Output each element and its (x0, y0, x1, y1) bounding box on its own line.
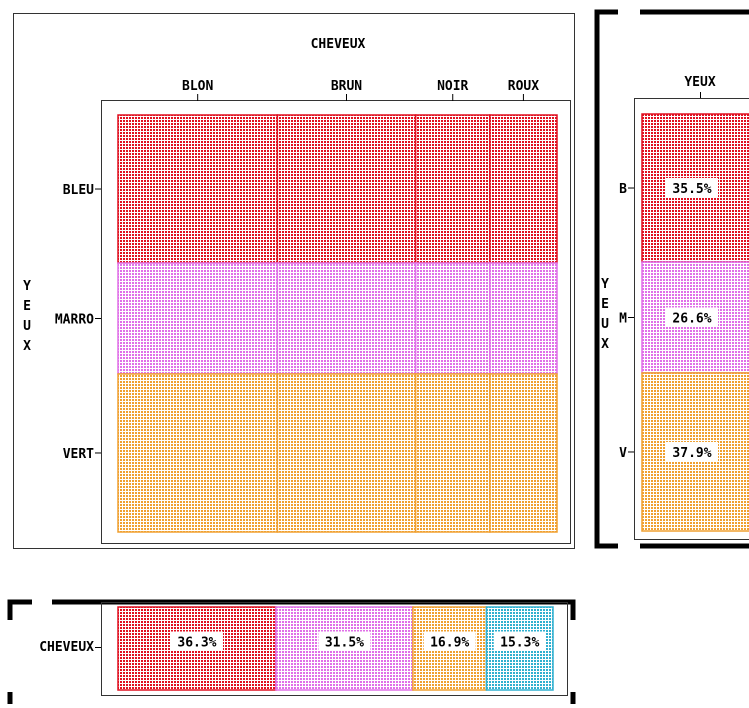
cheveux-value-label: 16.9% (430, 636, 469, 651)
yeux-y-tick-label: V (619, 446, 627, 461)
cheveux-layer: 36.3% 31.5% 16.9% 15.3% (118, 607, 553, 690)
mosaic-x-tick-label: BLON (182, 79, 213, 94)
mosaic-y-tick-label: VERT (63, 447, 94, 462)
cheveux-value-label: 31.5% (325, 636, 364, 651)
mosaic-cell (416, 263, 490, 374)
cheveux-y-axis-label: CHEVEUX (39, 640, 94, 655)
mosaic-cell (118, 115, 277, 263)
mosaic-x-tick-label: ROUX (508, 79, 539, 94)
mosaic-layer: BLEU MARRO VERT BLON BRUN NOIR ROUX (55, 79, 557, 532)
mosaic-cell (490, 263, 557, 374)
mosaic-cell (490, 374, 557, 532)
mosaic-cell (277, 115, 415, 263)
mosaic-y-tick-label: MARRO (55, 312, 94, 327)
mosaic-cell (490, 115, 557, 263)
mosaic-title: CHEVEUX (311, 37, 366, 52)
mosaic-cell (118, 263, 277, 374)
mosaic-cell (118, 374, 277, 532)
mosaic-cell (416, 374, 490, 532)
yeux-y-tick-label: B (619, 182, 627, 197)
mosaic-cell (277, 374, 415, 532)
cheveux-value-label: 36.3% (177, 636, 216, 651)
yeux-y-tick-label: M (619, 311, 627, 326)
yeux-value-label: 37.9% (672, 446, 711, 461)
yeux-layer: B 35.5% M 26.6% V 37.9% (619, 114, 749, 531)
mosaic-cell (277, 263, 415, 374)
mosaic-x-tick-label: NOIR (437, 79, 468, 94)
mosaic-cell (416, 115, 490, 263)
yeux-value-label: 26.6% (672, 311, 711, 326)
cheveux-value-label: 15.3% (500, 636, 539, 651)
mosaic-y-tick-label: BLEU (63, 183, 94, 198)
yeux-value-label: 35.5% (672, 182, 711, 197)
yeux-title: YEUX (684, 75, 715, 90)
mosaic-x-tick-label: BRUN (331, 79, 362, 94)
